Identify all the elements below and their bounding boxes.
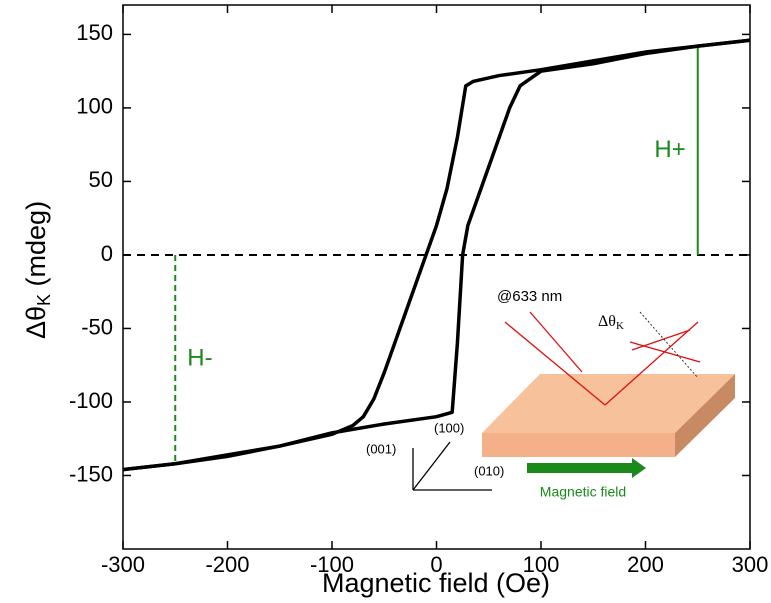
y-label-unit: (mdeg) xyxy=(21,201,51,294)
x-tick-label: -100 xyxy=(310,552,354,577)
y-tick-label: -50 xyxy=(81,314,113,339)
slab-front xyxy=(482,433,675,457)
x-tick-label: 200 xyxy=(627,552,664,577)
y-tick-label: -100 xyxy=(69,388,113,413)
angle-main: Δθ xyxy=(598,313,616,330)
axis-100: (100) xyxy=(434,420,464,435)
reference xyxy=(639,311,699,379)
x-tick-label: 100 xyxy=(523,552,560,577)
slab-side xyxy=(675,374,735,457)
x-tick-label: 0 xyxy=(430,552,442,577)
y-label-sub: K xyxy=(34,294,54,306)
plot-frame xyxy=(122,4,751,550)
y-tick-label: 100 xyxy=(76,94,113,119)
y-axis-label: ΔθK (mdeg) xyxy=(21,201,54,339)
angle-label: ΔθK xyxy=(598,313,624,332)
axis-010: (010) xyxy=(474,463,504,478)
crystal-axes xyxy=(412,441,492,491)
y-tick-label: 50 xyxy=(89,167,113,192)
y-tick-label: 150 xyxy=(76,20,113,45)
beam xyxy=(504,311,701,406)
angle-sub: K xyxy=(616,320,624,332)
y-label-main: Δθ xyxy=(21,306,51,339)
x-tick-label: -300 xyxy=(101,552,145,577)
x-axis-label: Magnetic field (Oe) xyxy=(322,568,550,598)
field-label: Magnetic field xyxy=(540,484,626,500)
marker-label: H+ xyxy=(654,136,685,163)
y-tick-label: -150 xyxy=(69,461,113,486)
marker-label: H- xyxy=(187,345,212,372)
x-tick-label: -200 xyxy=(205,552,249,577)
axis-001: (001) xyxy=(366,441,396,456)
y-tick-label: 0 xyxy=(101,241,113,266)
wavelength: @633 nm xyxy=(497,288,562,305)
x-tick-label: 300 xyxy=(732,552,769,577)
hysteresis-branch xyxy=(122,38,751,472)
inset: @633 nm ΔθK (001) (100) (010) Magnetic f… xyxy=(366,288,735,500)
field-arrow xyxy=(527,458,646,478)
slab-top xyxy=(482,374,735,433)
